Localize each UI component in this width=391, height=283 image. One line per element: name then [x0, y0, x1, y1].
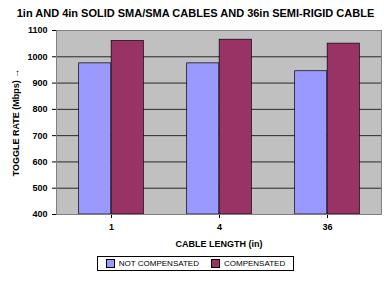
html-text:COMPENSATED: COMPENSATED — [224, 259, 286, 268]
svg-text:500: 500 — [32, 183, 47, 193]
svg-text:900: 900 — [32, 78, 47, 88]
svg-text:36: 36 — [322, 222, 332, 232]
svg-text:4: 4 — [217, 222, 222, 232]
html-text:NOT COMPENSATED: NOT COMPENSATED — [118, 259, 199, 268]
svg-text:1: 1 — [109, 222, 114, 232]
svg-text:1000: 1000 — [27, 52, 47, 62]
svg-text:800: 800 — [32, 104, 47, 114]
svg-text:TOGGLE RATE (Mbps) →: TOGGLE RATE (Mbps) → — [11, 69, 21, 177]
svg-text:700: 700 — [32, 131, 47, 141]
svg-text:CABLE LENGTH (in): CABLE LENGTH (in) — [176, 239, 263, 249]
svg-text:1100: 1100 — [28, 25, 48, 35]
svg-text:600: 600 — [32, 157, 47, 167]
html-text:1in AND 4in SOLID SMA/SMA CABL: 1in AND 4in SOLID SMA/SMA CABLES AND 36i… — [16, 7, 375, 19]
svg-text:400: 400 — [32, 209, 47, 219]
